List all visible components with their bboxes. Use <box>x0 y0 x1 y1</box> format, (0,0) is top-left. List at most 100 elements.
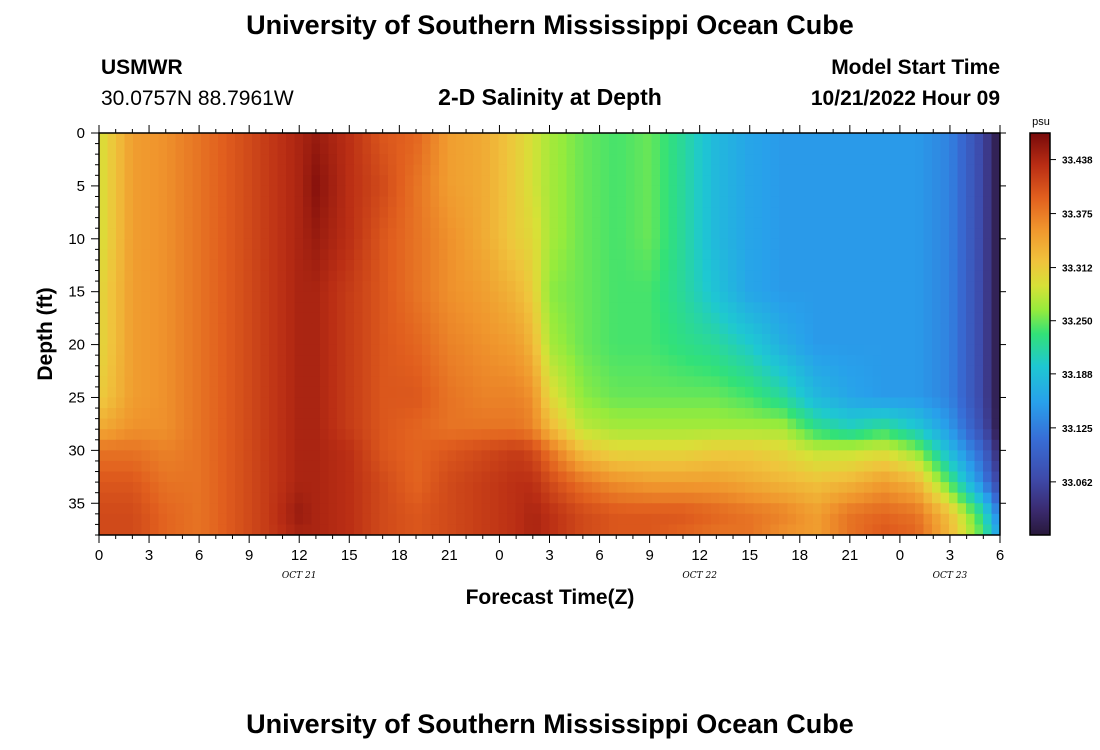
heatmap-cell <box>252 355 262 367</box>
heatmap-cell <box>490 207 500 219</box>
heatmap-cell <box>609 408 619 420</box>
heatmap-cell <box>473 365 483 377</box>
heatmap-cell <box>388 355 398 367</box>
heatmap-cell <box>235 259 245 272</box>
heatmap-cell <box>804 439 814 451</box>
heatmap-cell <box>906 323 916 335</box>
heatmap-cell <box>736 270 746 282</box>
heatmap-cell <box>957 312 967 325</box>
heatmap-cell <box>660 185 670 198</box>
heatmap-cell <box>915 175 925 187</box>
heatmap-cell <box>838 460 848 473</box>
heatmap-cell <box>932 154 942 166</box>
heatmap-cell <box>439 408 449 420</box>
heatmap-cell <box>396 133 406 145</box>
heatmap-cell <box>940 365 950 377</box>
heatmap-cell <box>685 281 695 293</box>
heatmap-cell <box>923 397 933 409</box>
heatmap-cell <box>940 334 950 346</box>
heatmap-cell <box>694 513 704 526</box>
heatmap-cell <box>651 376 661 388</box>
heatmap-cell <box>201 365 211 377</box>
heatmap-cell <box>303 439 313 451</box>
heatmap-cell <box>320 344 330 356</box>
heatmap-cell <box>328 365 338 377</box>
heatmap-cell <box>872 492 882 504</box>
heatmap-cell <box>736 154 746 166</box>
heatmap-cell <box>847 513 857 526</box>
heatmap-cell <box>974 524 984 535</box>
heatmap-cell <box>881 513 891 526</box>
heatmap-cell <box>541 397 551 409</box>
heatmap-cell <box>719 207 729 219</box>
heatmap-cell <box>473 450 483 462</box>
heatmap-cell <box>524 365 534 377</box>
heatmap-cell <box>923 503 933 515</box>
heatmap-cell <box>447 429 457 441</box>
heatmap-cell <box>617 281 627 293</box>
heatmap-cell <box>507 185 517 198</box>
heatmap-cell <box>855 270 865 282</box>
heatmap-cell <box>294 185 304 198</box>
heatmap-cell <box>260 217 270 229</box>
heatmap-cell <box>456 238 466 250</box>
heatmap-cell <box>490 270 500 282</box>
heatmap-cell <box>150 439 160 451</box>
heatmap-cell <box>158 270 168 282</box>
heatmap-cell <box>430 503 440 515</box>
heatmap-cell <box>940 133 950 145</box>
heatmap-cell <box>549 386 559 399</box>
heatmap-cell <box>532 281 542 293</box>
heatmap-cell <box>439 429 449 441</box>
heatmap-cell <box>770 196 780 208</box>
heatmap-cell <box>677 344 687 356</box>
heatmap-cell <box>617 185 627 198</box>
heatmap-cell <box>575 524 585 535</box>
heatmap-cell <box>991 302 1000 314</box>
heatmap-cell <box>983 513 993 526</box>
heatmap-cell <box>371 376 381 388</box>
heatmap-cell <box>821 376 831 388</box>
heatmap-cell <box>991 291 1000 303</box>
heatmap-cell <box>745 281 755 293</box>
heatmap-cell <box>660 312 670 325</box>
heatmap-cell <box>685 397 695 409</box>
heatmap-cell <box>609 482 619 494</box>
heatmap-cell <box>966 143 976 155</box>
heatmap-cell <box>498 334 508 346</box>
heatmap-cell <box>124 397 134 409</box>
heatmap-cell <box>711 429 721 441</box>
heatmap-cell <box>685 291 695 303</box>
heatmap-cell <box>354 408 364 420</box>
heatmap-cell <box>566 291 576 303</box>
heatmap-cell <box>702 503 712 515</box>
heatmap-cell <box>838 524 848 535</box>
heatmap-cell <box>847 397 857 409</box>
heatmap-cell <box>320 259 330 272</box>
heatmap-cell <box>558 228 568 240</box>
heatmap-cell <box>311 143 321 155</box>
heatmap-cell <box>447 323 457 335</box>
heatmap-cell <box>158 334 168 346</box>
heatmap-cell <box>150 217 160 229</box>
heatmap-cell <box>269 259 279 272</box>
heatmap-cell <box>371 270 381 282</box>
heatmap-cell <box>260 408 270 420</box>
heatmap-cell <box>294 175 304 187</box>
heatmap-cell <box>549 302 559 314</box>
heatmap-cell <box>762 270 772 282</box>
heatmap-cell <box>235 503 245 515</box>
heatmap-cell <box>600 365 610 377</box>
heatmap-cell <box>881 524 891 535</box>
heatmap-cell <box>507 365 517 377</box>
heatmap-cell <box>252 439 262 451</box>
heatmap-cell <box>660 175 670 187</box>
heatmap-cell <box>303 249 313 261</box>
heatmap-cell <box>99 185 109 198</box>
heatmap-cell <box>668 228 678 240</box>
heatmap-cell <box>447 154 457 166</box>
heatmap-cell <box>915 365 925 377</box>
heatmap-cell <box>966 503 976 515</box>
heatmap-cell <box>209 207 219 219</box>
heatmap-cell <box>158 281 168 293</box>
